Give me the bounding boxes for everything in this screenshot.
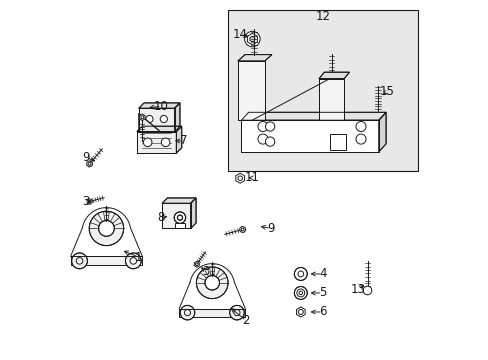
- Polygon shape: [235, 173, 244, 183]
- Text: 3: 3: [82, 195, 89, 208]
- Polygon shape: [241, 112, 386, 120]
- Polygon shape: [70, 256, 142, 265]
- Text: 2: 2: [242, 314, 249, 327]
- Polygon shape: [237, 61, 264, 120]
- Text: 6: 6: [318, 306, 326, 319]
- Circle shape: [244, 31, 260, 47]
- Polygon shape: [176, 126, 182, 153]
- Polygon shape: [139, 114, 145, 121]
- Polygon shape: [162, 203, 190, 228]
- Polygon shape: [180, 305, 194, 320]
- Text: 13: 13: [350, 283, 365, 296]
- Circle shape: [174, 212, 185, 224]
- Polygon shape: [296, 307, 305, 317]
- Circle shape: [363, 286, 371, 295]
- Polygon shape: [329, 134, 345, 150]
- Polygon shape: [179, 309, 244, 317]
- Polygon shape: [137, 126, 182, 132]
- Polygon shape: [190, 198, 196, 228]
- Text: 15: 15: [379, 85, 394, 98]
- Text: 8: 8: [157, 211, 164, 224]
- Text: 1: 1: [135, 251, 142, 264]
- Polygon shape: [137, 132, 176, 153]
- Polygon shape: [139, 114, 160, 132]
- Text: 12: 12: [315, 10, 329, 23]
- Polygon shape: [318, 72, 349, 79]
- Circle shape: [145, 116, 153, 123]
- Polygon shape: [241, 120, 378, 152]
- Polygon shape: [237, 55, 271, 61]
- Circle shape: [161, 138, 169, 147]
- Polygon shape: [229, 305, 244, 320]
- Circle shape: [294, 287, 306, 300]
- Circle shape: [204, 275, 219, 290]
- Text: 9: 9: [82, 151, 90, 164]
- Circle shape: [258, 134, 267, 144]
- Text: 5: 5: [318, 287, 325, 300]
- Polygon shape: [239, 226, 245, 233]
- Polygon shape: [162, 198, 196, 203]
- Polygon shape: [139, 103, 180, 108]
- Polygon shape: [72, 253, 87, 269]
- Circle shape: [265, 137, 274, 146]
- Polygon shape: [174, 223, 185, 228]
- Text: 11: 11: [244, 171, 259, 184]
- Polygon shape: [125, 253, 141, 269]
- Text: 10: 10: [154, 100, 168, 113]
- Circle shape: [143, 138, 152, 147]
- Polygon shape: [194, 261, 199, 267]
- Circle shape: [160, 116, 167, 123]
- FancyBboxPatch shape: [228, 10, 418, 171]
- Polygon shape: [86, 161, 92, 167]
- Polygon shape: [87, 199, 92, 204]
- Text: 3: 3: [202, 265, 209, 278]
- Circle shape: [294, 267, 306, 280]
- Circle shape: [355, 121, 366, 131]
- Circle shape: [249, 36, 254, 42]
- Circle shape: [196, 267, 227, 298]
- Circle shape: [89, 211, 123, 246]
- Circle shape: [265, 122, 274, 131]
- Text: 7: 7: [180, 134, 187, 147]
- Polygon shape: [174, 103, 180, 132]
- Circle shape: [355, 134, 366, 144]
- Text: 14: 14: [232, 28, 247, 41]
- Polygon shape: [378, 112, 386, 152]
- Polygon shape: [247, 33, 257, 45]
- Circle shape: [177, 215, 182, 220]
- Polygon shape: [318, 79, 344, 120]
- Text: 9: 9: [267, 222, 274, 235]
- Polygon shape: [139, 108, 174, 132]
- Text: 4: 4: [318, 267, 326, 280]
- Circle shape: [99, 221, 114, 236]
- Circle shape: [258, 121, 267, 131]
